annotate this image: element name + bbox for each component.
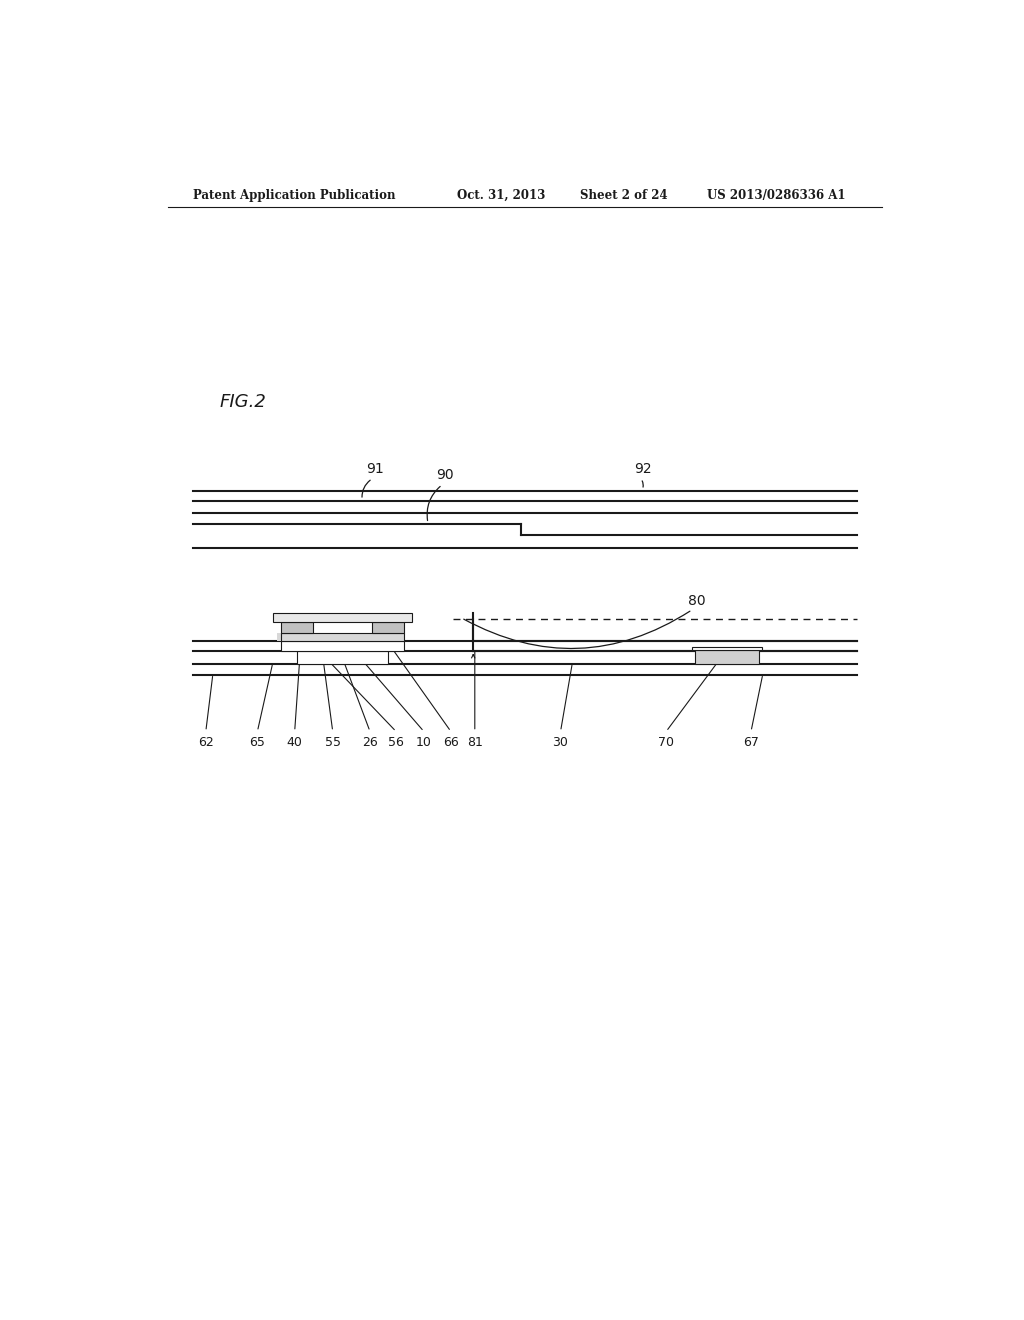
Text: 30: 30: [553, 735, 568, 748]
Bar: [372, 622, 403, 634]
Text: 81: 81: [467, 735, 482, 748]
Text: 62: 62: [198, 735, 214, 748]
Bar: [297, 651, 388, 664]
Text: 66: 66: [443, 735, 459, 748]
Text: 10: 10: [416, 735, 432, 748]
Text: FIG.2: FIG.2: [219, 393, 266, 412]
Bar: [281, 622, 312, 634]
Bar: [297, 651, 388, 664]
Text: 90: 90: [436, 467, 454, 482]
Bar: [692, 647, 762, 651]
Bar: [281, 622, 312, 634]
Text: 26: 26: [362, 735, 378, 748]
Bar: [281, 634, 403, 642]
Text: 40: 40: [287, 735, 303, 748]
Text: Patent Application Publication: Patent Application Publication: [194, 189, 395, 202]
Text: 80: 80: [688, 594, 706, 607]
Text: Oct. 31, 2013: Oct. 31, 2013: [458, 189, 546, 202]
Text: 92: 92: [634, 462, 652, 475]
Text: US 2013/0286336 A1: US 2013/0286336 A1: [708, 189, 846, 202]
Bar: [695, 651, 759, 664]
Bar: [372, 622, 403, 634]
Text: 56: 56: [388, 735, 404, 748]
Text: 67: 67: [743, 735, 759, 748]
Bar: [272, 612, 412, 622]
Text: 55: 55: [325, 735, 341, 748]
Text: 70: 70: [658, 735, 674, 748]
Bar: [276, 634, 321, 642]
Bar: [695, 651, 759, 664]
Text: 91: 91: [367, 462, 384, 475]
Text: 65: 65: [250, 735, 265, 748]
Text: Sheet 2 of 24: Sheet 2 of 24: [581, 189, 668, 202]
Bar: [281, 642, 403, 651]
